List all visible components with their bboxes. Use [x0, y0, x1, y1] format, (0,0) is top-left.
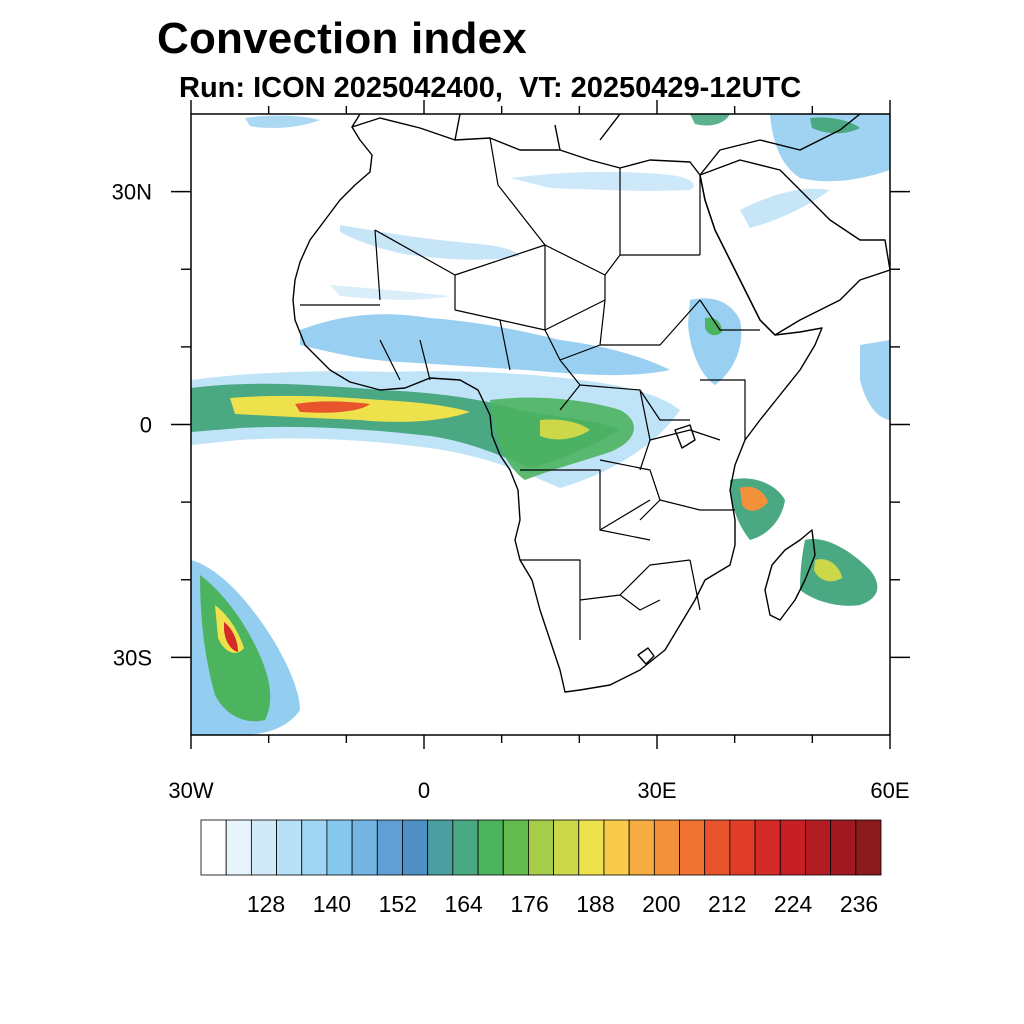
colorbar-swatch: [326, 819, 353, 876]
axis-tick-labels: 30W 0 30E 60E 30N 0 30S: [112, 180, 910, 803]
colorbar-swatch: [502, 819, 529, 876]
colorbar-swatch: [402, 819, 429, 876]
colorbar-label: 128: [247, 891, 285, 917]
colorbar-swatch: [376, 819, 403, 876]
colorbar-swatch: [729, 819, 756, 876]
colorbar-swatch: [225, 819, 252, 876]
x-tick-label: 30E: [637, 778, 676, 803]
colorbar-swatch: [553, 819, 580, 876]
colorbar-swatch: [830, 819, 857, 876]
europe-cells: [770, 114, 890, 182]
colorbar-swatch: [452, 819, 479, 876]
colorbar-swatch: [276, 819, 303, 876]
europe-coast: [351, 114, 861, 176]
colorbar-swatch: [477, 819, 504, 876]
north-africa-light: [510, 171, 694, 191]
colorbar-swatch: [603, 819, 630, 876]
colorbar: [200, 819, 882, 876]
colorbar-swatch: [653, 819, 680, 876]
colorbar-swatch: [528, 819, 554, 876]
axis-ticks: [171, 100, 910, 749]
chart-subtitle: Run: ICON 2025042400, VT: 20250429-12UTC: [179, 72, 802, 104]
mid-east-streak: [740, 188, 830, 228]
lake-victoria: [674, 424, 696, 449]
x-tick-label: 0: [418, 778, 430, 803]
sahara-streak: [340, 225, 520, 260]
sahel-cells: [300, 314, 670, 376]
colorbar-label: 152: [379, 891, 417, 917]
colorbar-swatch: [578, 819, 605, 876]
x-tick-label: 30W: [168, 778, 213, 803]
madagascar: [764, 529, 816, 621]
y-tick-label: 30N: [112, 180, 152, 205]
europe-green: [810, 117, 860, 134]
x-tick-label: 60E: [870, 778, 909, 803]
colorbar-swatch: [628, 819, 655, 876]
y-tick-label: 30S: [113, 645, 152, 670]
colorbar-label: 176: [510, 891, 548, 917]
colorbar-swatch: [779, 819, 806, 876]
nw-atlantic-cells: [245, 115, 320, 128]
convection-field: [191, 114, 890, 735]
colorbar-swatch: [754, 819, 781, 876]
colorbar-swatch: [250, 819, 277, 876]
colorbar-swatch: [427, 819, 454, 876]
country-borders: [300, 137, 760, 640]
colorbar-swatch: [301, 819, 328, 876]
colorbar-label: 188: [576, 891, 614, 917]
y-tick-label: 0: [140, 413, 152, 438]
colorbar-label: 236: [840, 891, 878, 917]
ethiopia-cells: [688, 298, 742, 385]
sahara-streak-2: [330, 285, 450, 300]
colorbar-swatch: [704, 819, 731, 876]
colorbar-label: 164: [444, 891, 483, 917]
colorbar-labels: 128 140 152 164 176 188 200 212 224 236: [247, 891, 878, 917]
colorbar-swatch: [855, 819, 882, 876]
colorbar-swatch: [200, 819, 227, 876]
madagascar-warm: [814, 559, 842, 582]
colorbar-swatch: [679, 819, 706, 876]
arabia: [699, 159, 890, 336]
itcz-band-hot: [295, 401, 370, 413]
lesotho: [637, 647, 655, 665]
colorbar-label: 140: [313, 891, 351, 917]
colorbar-label: 224: [774, 891, 813, 917]
colorbar-label: 212: [708, 891, 746, 917]
south-atlantic-hot: [224, 622, 238, 652]
congo-warm: [540, 419, 590, 440]
colorbar-label: 200: [642, 891, 680, 917]
indian-ocean-cells: [860, 340, 890, 420]
ethiopia-green: [705, 317, 722, 336]
east-med-green: [690, 114, 730, 126]
colorbar-swatch: [351, 819, 378, 876]
coastlines-borders: [292, 114, 890, 693]
east-africa-hot: [740, 486, 768, 511]
chart-title: Convection index: [157, 14, 527, 63]
colorbar-swatch: [805, 819, 832, 876]
